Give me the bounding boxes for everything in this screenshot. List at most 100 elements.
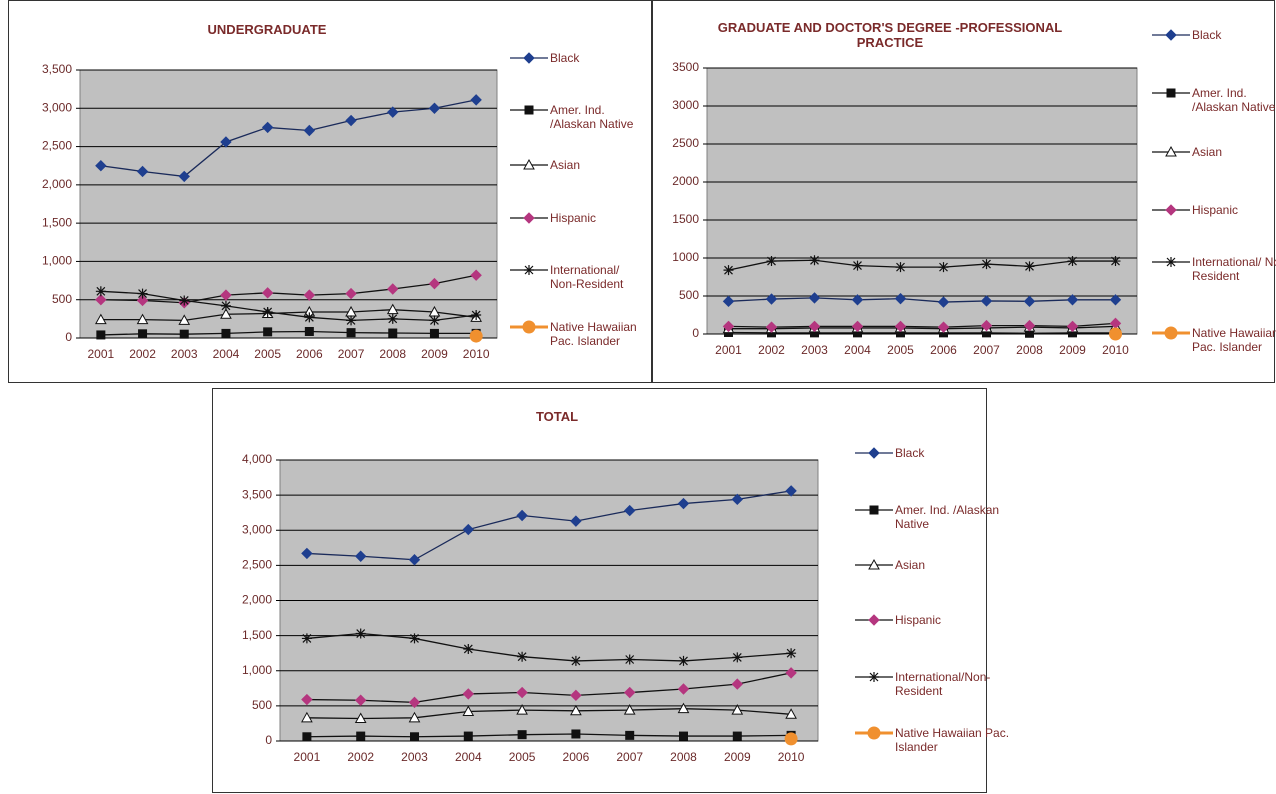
marker (410, 732, 419, 742)
y-tick-label: 3,500 (242, 487, 272, 501)
marker (623, 504, 636, 517)
marker (220, 308, 232, 319)
marker (262, 306, 273, 317)
marker (463, 731, 473, 741)
legend-marker (524, 265, 534, 275)
marker (937, 296, 950, 308)
y-tick-label: 0 (265, 733, 272, 747)
legend-label: Black (895, 446, 925, 460)
marker (95, 160, 107, 172)
legend-label: Native Hawaiian Pac. Islander (895, 726, 1010, 754)
marker (220, 300, 231, 311)
legend-label: International/ Non-Resident (550, 263, 624, 291)
legend-label: International/ Non-Resident (1192, 255, 1276, 283)
legend-marker (522, 320, 536, 334)
marker (786, 648, 797, 659)
y-tick-label: 1500 (672, 212, 699, 226)
marker (624, 654, 635, 665)
marker (516, 509, 528, 522)
x-tick-label: 2008 (379, 347, 406, 361)
marker (678, 655, 689, 666)
x-tick-label: 2007 (338, 347, 365, 361)
legend-label: Native Hawaiian Pac. Islander (1192, 326, 1276, 354)
marker (346, 328, 356, 338)
x-tick-label: 2005 (887, 343, 914, 357)
x-tick-label: 2006 (563, 750, 590, 764)
marker (732, 731, 742, 741)
series-line (728, 322, 1116, 328)
y-tick-label: 1,500 (242, 628, 272, 642)
marker (462, 705, 475, 716)
series-line (100, 290, 477, 322)
marker (303, 289, 316, 301)
legend-marker (1165, 29, 1177, 41)
plot-area (706, 67, 1138, 335)
x-tick-label: 2004 (844, 343, 871, 357)
marker (463, 643, 474, 654)
chart-title: UNDERGRADUATE (207, 22, 327, 37)
legend-marker (523, 158, 535, 170)
legend-label: International/Non-Resident (895, 670, 991, 698)
marker (387, 313, 398, 324)
marker (722, 320, 735, 333)
marker (722, 295, 735, 308)
marker (304, 312, 315, 323)
marker (623, 686, 636, 699)
x-tick-label: 2009 (421, 347, 448, 361)
y-tick-label: 1,000 (42, 254, 72, 268)
marker (894, 292, 907, 305)
x-tick-label: 2003 (171, 347, 198, 361)
marker (387, 106, 399, 118)
series-line (100, 330, 477, 336)
marker (766, 256, 777, 267)
marker (136, 165, 149, 178)
x-tick-label: 2002 (129, 347, 156, 361)
marker (137, 288, 148, 299)
legend-marker (1166, 257, 1176, 267)
x-tick-label: 2005 (254, 347, 281, 361)
series-line (100, 309, 477, 322)
y-tick-label: 3500 (672, 60, 699, 74)
marker (1023, 319, 1036, 332)
marker (723, 265, 734, 276)
marker (570, 655, 581, 666)
marker (261, 121, 274, 134)
series-line (728, 325, 1116, 330)
marker (731, 493, 744, 506)
x-tick-label: 2005 (509, 750, 536, 764)
marker (179, 295, 190, 306)
legend-marker (869, 505, 879, 515)
y-tick-label: 3,500 (42, 62, 72, 76)
legend-marker (1165, 204, 1177, 216)
marker (810, 328, 819, 338)
chart-title: GRADUATE AND DOCTOR'S DEGREE -PROFESSION… (717, 20, 1063, 50)
x-tick-label: 2010 (1102, 343, 1129, 357)
legend-label: Amer. Ind. /Alaskan Native (1192, 86, 1276, 114)
legend-marker (523, 52, 535, 64)
marker (677, 702, 690, 714)
marker (95, 294, 107, 306)
legend-label: Hispanic (1192, 203, 1239, 217)
y-tick-label: 1,500 (42, 215, 72, 229)
marker (346, 315, 357, 326)
marker (808, 292, 821, 304)
legend-marker (868, 614, 880, 626)
marker (178, 314, 191, 325)
y-tick-label: 500 (252, 698, 272, 712)
marker (852, 260, 863, 271)
marker (517, 651, 528, 662)
x-tick-label: 2008 (670, 750, 697, 764)
marker (356, 731, 366, 741)
marker (516, 704, 528, 715)
legend-label: Asian (1192, 145, 1223, 159)
x-tick-label: 2009 (724, 750, 751, 764)
marker (1067, 256, 1078, 267)
x-tick-label: 2010 (463, 347, 490, 361)
marker (96, 330, 106, 340)
marker (895, 262, 906, 273)
marker (731, 704, 744, 715)
legend-marker (869, 672, 879, 682)
y-tick-label: 3000 (672, 98, 699, 112)
series-line (306, 708, 792, 720)
